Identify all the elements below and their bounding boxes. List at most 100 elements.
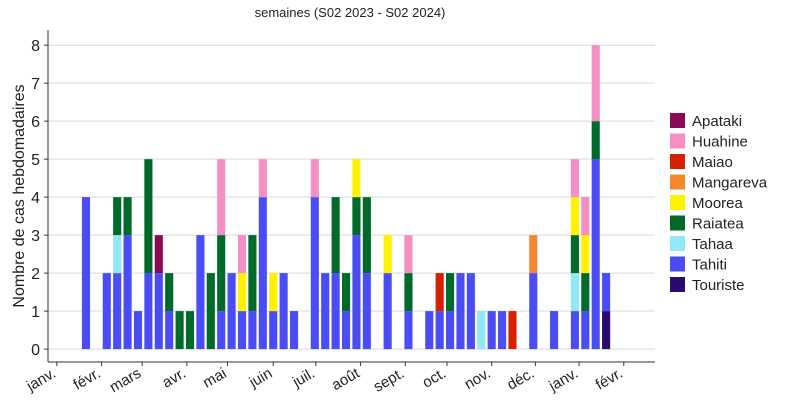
legend-swatch — [670, 174, 685, 190]
legend-label: Huahine — [692, 134, 748, 151]
bar-segment — [154, 235, 163, 274]
y-tick-label: 3 — [31, 228, 40, 245]
legend-label: Tahiti — [692, 257, 727, 274]
x-tick-label: nov. — [462, 365, 494, 393]
y-axis-label: Nombre de cas hebdomadaires — [11, 84, 28, 307]
y-tick-label: 5 — [31, 152, 40, 169]
bar-segment — [321, 273, 330, 350]
bar-segment — [456, 273, 465, 350]
bar-segment — [352, 235, 361, 350]
y-tick-label: 6 — [31, 114, 40, 131]
bar-segment — [508, 311, 517, 350]
legend-label: Touriste — [692, 277, 745, 294]
bar-segment — [133, 311, 143, 350]
legend-swatch — [670, 195, 685, 210]
legend-label: Maiao — [692, 154, 733, 171]
bar-segment — [362, 197, 371, 274]
bar-segment — [248, 235, 257, 312]
bar-segment — [550, 311, 559, 350]
bar-segment — [602, 273, 611, 312]
bar-segment — [591, 45, 600, 122]
y-tick-label: 7 — [31, 76, 40, 93]
y-tick-label: 2 — [31, 266, 40, 283]
bar-segment — [477, 311, 486, 350]
legend-label: Mangareva — [692, 175, 768, 192]
x-tick-label: avr. — [159, 365, 188, 392]
y-tick-label: 0 — [31, 342, 40, 359]
bar-segment — [185, 311, 195, 350]
bar-segment — [196, 235, 205, 350]
bar-segment — [404, 235, 413, 274]
x-tick-label: juil. — [289, 365, 318, 391]
bar-segment — [352, 197, 361, 236]
x-tick-label: janv. — [545, 365, 581, 396]
bar-segment — [113, 273, 122, 350]
bar-segment — [425, 311, 434, 350]
legend-label: Moorea — [692, 195, 744, 212]
x-tick-label: sept. — [371, 365, 408, 396]
legend-swatch — [670, 113, 685, 128]
bar-segment — [310, 197, 319, 350]
bar-segment — [289, 311, 299, 350]
x-tick-label: déc. — [504, 365, 537, 394]
bar-segment — [570, 159, 579, 198]
x-tick-label: janv. — [23, 365, 59, 396]
bar-segment — [269, 311, 278, 350]
bar-segment — [237, 235, 247, 274]
x-tick-label: mars — [107, 365, 144, 396]
bar-segment — [227, 273, 236, 350]
bar-segment — [404, 273, 413, 312]
bar-segment — [154, 273, 163, 350]
legend-swatch — [670, 277, 685, 292]
bar-segment — [331, 197, 340, 274]
bar-segment — [217, 311, 226, 350]
bar-segment — [102, 273, 111, 350]
bar-segment — [570, 235, 579, 274]
bar-segment — [258, 159, 267, 198]
legend-label: Tahaa — [692, 236, 734, 253]
bar-segment — [362, 273, 371, 350]
x-tick-label: mai — [200, 365, 229, 392]
bar-segment — [175, 311, 184, 350]
bar-segment — [258, 197, 267, 350]
legend-swatch — [670, 236, 685, 251]
bar-segment — [269, 273, 278, 312]
bar-segment — [310, 159, 319, 198]
y-tick-label: 1 — [31, 304, 40, 321]
bar-segment — [144, 273, 153, 350]
bar-segment — [81, 197, 91, 350]
bar-segment — [237, 273, 247, 312]
bar-segment — [446, 311, 455, 350]
legend-swatch — [670, 215, 685, 231]
bar-segment — [466, 273, 475, 350]
bar-segment — [144, 159, 153, 274]
x-tick-label: févr. — [593, 365, 626, 394]
bar-segment — [446, 273, 455, 312]
bar-segment — [581, 235, 590, 274]
bar-segment — [435, 311, 444, 350]
bar-segment — [529, 273, 538, 350]
bar-segment — [279, 273, 288, 350]
bar-segment — [570, 311, 579, 350]
bar-segment — [165, 311, 174, 350]
bar-segment — [581, 311, 590, 350]
bar-segment — [217, 235, 226, 312]
bar-segment — [602, 311, 611, 350]
bar-segment — [570, 197, 579, 236]
bar-segment — [113, 235, 122, 274]
x-tick-label: juin — [246, 365, 276, 392]
bar-segment — [217, 159, 226, 236]
bar-segment — [404, 311, 413, 350]
legend-label: Raiatea — [692, 216, 744, 233]
bar-segment — [113, 197, 122, 236]
bar-segment — [581, 197, 590, 236]
legend-swatch — [670, 154, 685, 169]
bar-segment — [383, 235, 392, 274]
bar-segment — [529, 235, 538, 274]
legend-label: Apataki — [692, 113, 742, 130]
bar-segment — [383, 273, 392, 350]
bar-segment — [352, 159, 361, 198]
bar-segment — [237, 311, 247, 350]
